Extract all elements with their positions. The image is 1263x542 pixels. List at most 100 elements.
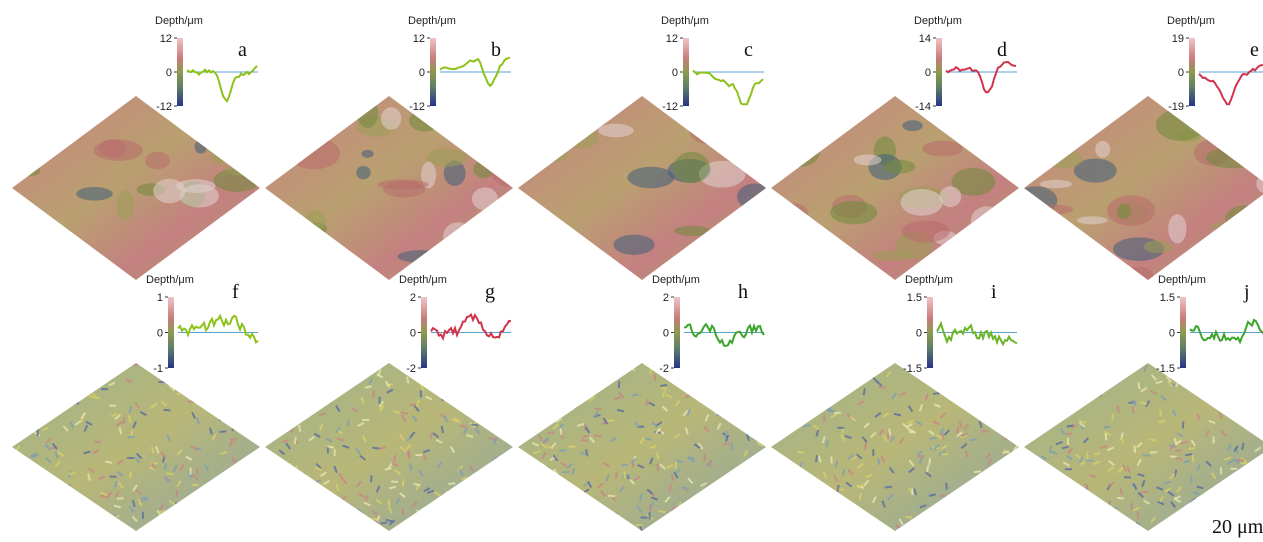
surface-fiber [659,511,666,512]
surface-fiber [776,486,783,487]
surface-fiber [722,391,728,395]
surface-fiber [760,407,766,410]
surface-fiber [158,511,165,512]
colorbar-tick-label: -12 [662,101,678,113]
surface-fiber [495,389,499,395]
surface-fiber [766,500,772,504]
surface-fiber [1215,393,1220,398]
colorbar-tick-label: -14 [915,101,931,113]
surface-fiber [297,526,304,528]
surface-fiber [16,454,19,460]
surface-fiber [500,512,506,515]
surface-fiber [796,383,802,387]
surface-fiber [575,490,579,495]
surface-fiber [738,472,745,474]
surface-fiber [1237,500,1241,506]
scale-bar-label: 20 μm [1212,516,1263,538]
surface-feature [1225,205,1263,233]
surface-fiber [559,385,562,391]
panel-label: j [1243,281,1250,303]
surface-fiber [506,397,512,401]
surface-feature [811,246,856,262]
surface-fiber [834,496,835,503]
surface-fiber [331,504,332,511]
surface-fiber [1004,419,1011,421]
surface-fiber [617,370,624,372]
surface-fiber [655,374,656,381]
surface-fiber [317,515,321,521]
surface-fiber [422,523,426,529]
surface-fiber [1057,514,1062,519]
surface-fiber [247,390,248,397]
surface-feature [784,243,807,258]
surface-fiber [1024,366,1028,372]
surface-fiber [594,409,601,410]
surface-fiber [1050,476,1051,483]
surface-fiber [783,479,790,481]
surface-fiber [726,389,728,396]
surface-fiber [1191,368,1196,373]
surface-fiber [475,479,481,483]
surface-fiber [1040,507,1047,510]
surface-fiber [1029,503,1031,510]
surface-fiber [274,366,278,372]
surface-fiber [1007,425,1014,427]
surface-feature [883,160,915,174]
surface-fiber [734,408,739,413]
surface-fiber [586,364,588,371]
surface-feature [902,221,950,243]
surface-fiber [969,391,971,398]
surface-feature [1156,109,1205,141]
surface-fiber [139,363,146,366]
surface-fiber [1025,499,1032,501]
surface-fiber [1158,421,1165,422]
surface-feature [1124,267,1154,288]
surface-fiber [29,474,33,480]
surface-fiber [775,419,778,425]
surface-fiber [190,391,192,398]
surface-fiber [1038,508,1044,512]
surface-feature [356,166,370,180]
surface-fiber [1028,524,1031,530]
surface-fiber [858,515,859,522]
surface-fiber [861,365,868,366]
surface-fiber [505,364,511,368]
surface-feature [13,90,50,104]
surface-fiber [650,504,651,511]
surface-feature [1117,204,1131,219]
surface-fiber [178,366,183,371]
surface-fiber [268,401,274,404]
surface-fiber [40,511,43,517]
surface-fiber [1072,388,1073,395]
surface-feature [1014,186,1057,214]
surface-fiber [534,391,537,397]
surface-fiber [809,389,815,393]
surface-fiber [1042,378,1049,379]
surface-fiber [730,491,732,498]
surface-fiber [1011,368,1015,374]
surface-feature [1095,141,1110,158]
surface-fiber [68,391,73,396]
surface-fiber [775,399,779,405]
surface-fiber [242,363,249,365]
surface-fiber [220,414,221,421]
surface-fiber [448,483,455,484]
surface-fiber [380,522,387,523]
surface-fiber [318,389,323,394]
surface-fiber [166,473,173,474]
surface-fiber [894,414,901,415]
surface-fiber [1027,513,1032,518]
surface-fiber [967,520,971,526]
surface-fiber [13,419,20,421]
surface-fiber [627,523,629,530]
surface-fiber [21,475,27,478]
surface-fiber [759,426,765,429]
surface-fiber [503,424,506,430]
colorbar-title: Depth/μm [1158,274,1206,286]
depth-profile [693,71,763,105]
surface-feature [357,98,378,128]
surface-fiber [764,381,768,387]
surface-fiber [775,416,782,418]
surface-fiber [991,393,997,396]
surface-fiber [16,492,22,495]
